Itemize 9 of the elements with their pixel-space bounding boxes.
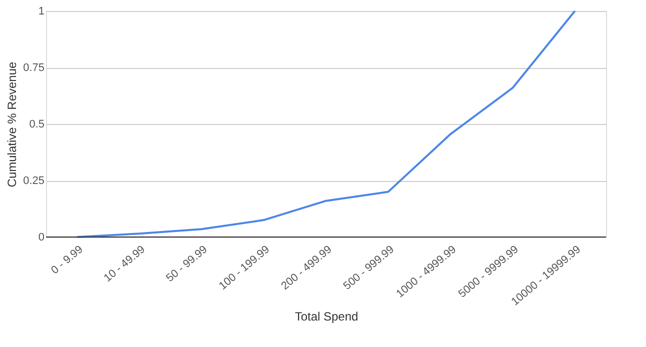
line-series [76,10,576,238]
y-tick-label: 0 [38,232,44,244]
x-tick-label: 0 - 9.99 [49,244,86,277]
y-tick-label: 1 [38,6,44,18]
y-axis-title: Cumulative % Revenue [5,61,20,188]
y-tick-label: 0.5 [29,118,44,130]
x-axis-title: Total Spend [294,309,358,324]
y-tick-label: 0.75 [23,62,44,74]
y-tick-label: 0.25 [23,175,44,187]
